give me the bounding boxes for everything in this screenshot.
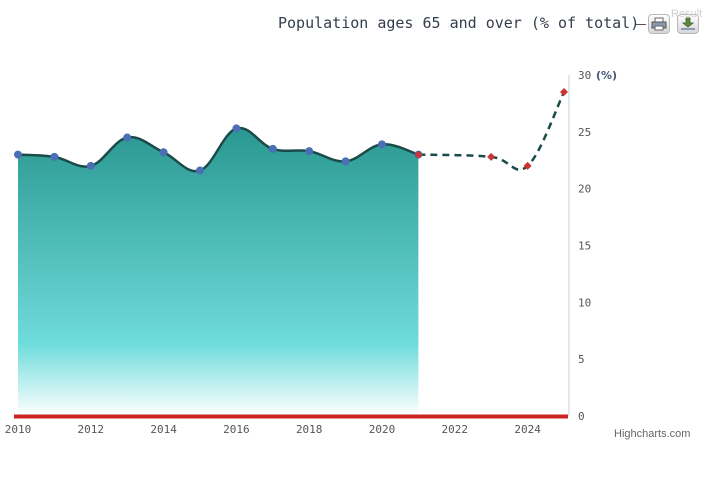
y-tick-label: 20 — [578, 183, 591, 196]
data-point — [196, 166, 204, 175]
data-point — [232, 124, 241, 133]
data-point — [86, 161, 95, 170]
data-point — [305, 147, 314, 156]
y-tick-label: 5 — [578, 353, 585, 366]
data-point — [123, 133, 132, 142]
x-tick-label: 2012 — [78, 423, 105, 436]
print-button[interactable] — [648, 14, 670, 34]
x-tick-label: 2014 — [150, 423, 177, 436]
result-label: Result — [671, 8, 703, 20]
area-fill — [18, 127, 419, 417]
y-unit-label: (%) — [596, 69, 617, 82]
x-tick-label: 2020 — [369, 423, 396, 436]
title-connector — [636, 24, 646, 25]
print-icon — [651, 17, 667, 31]
y-tick-label: 0 — [578, 410, 585, 423]
data-point — [378, 140, 386, 149]
forecast-point — [414, 150, 423, 159]
forecast-point — [560, 88, 568, 97]
x-tick-label: 2018 — [296, 423, 323, 436]
forecast-point — [523, 161, 532, 170]
x-tick-label: 2022 — [442, 423, 469, 436]
data-point — [14, 150, 22, 159]
x-tick-label: 2016 — [223, 423, 250, 436]
y-tick-label: 25 — [578, 126, 591, 139]
series-line-forecast — [418, 91, 566, 171]
forecast-point — [487, 152, 496, 161]
data-point — [50, 152, 59, 161]
credits-link[interactable]: Highcharts.com — [614, 428, 691, 440]
data-point — [341, 157, 350, 166]
x-tick-label: 2024 — [514, 423, 541, 436]
download-icon — [681, 17, 695, 30]
data-point — [268, 144, 277, 153]
y-tick-label: 15 — [578, 240, 591, 253]
y-tick-label: 10 — [578, 296, 591, 309]
export-button[interactable] — [677, 14, 699, 34]
x-tick-label: 2010 — [5, 423, 32, 436]
y-tick-label: 30 — [578, 69, 591, 82]
data-point — [159, 148, 168, 157]
chart-title: Population ages 65 and over (% of total) — [278, 14, 640, 32]
